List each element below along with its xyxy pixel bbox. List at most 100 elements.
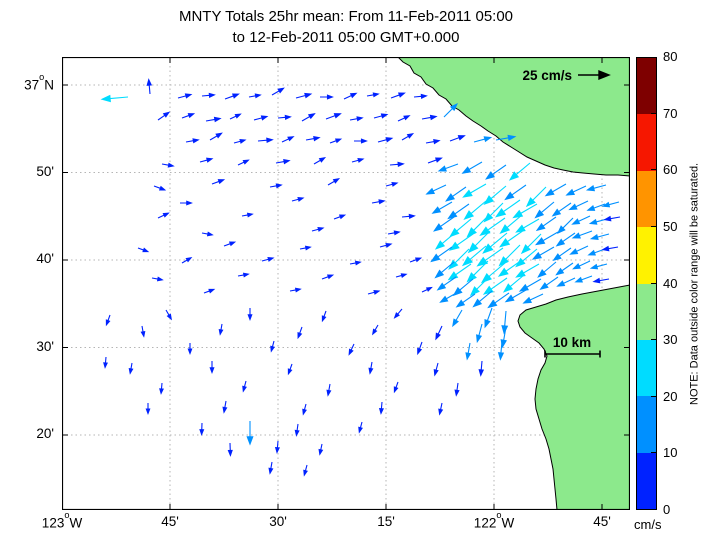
current-vector-arrow: [318, 443, 324, 456]
current-vector-arrow: [461, 245, 487, 267]
y-tick-label: 30': [36, 338, 54, 354]
current-vector-arrow: [224, 93, 240, 100]
distance-scale-label: 10 km: [553, 335, 591, 350]
current-vector-arrow: [313, 157, 327, 165]
current-vector-arrow: [100, 94, 129, 103]
current-vector-arrow: [539, 276, 559, 291]
current-vector-arrow: [270, 340, 275, 353]
x-tick-label: 45': [161, 514, 179, 529]
current-vector-arrow: [454, 382, 460, 397]
current-vector-arrow: [187, 343, 193, 355]
current-vector-arrow: [242, 380, 247, 393]
current-vector-arrow: [495, 134, 517, 142]
current-vector-arrow: [393, 381, 399, 394]
current-vector-arrow: [367, 289, 381, 295]
colorbar-tick-label: 40: [663, 275, 678, 291]
current-vector-arrow: [485, 164, 507, 180]
current-vector-arrow: [377, 137, 394, 143]
current-vector-arrow: [294, 423, 300, 437]
current-vector-arrow: [434, 231, 457, 250]
current-vector-arrow: [354, 138, 368, 144]
current-vector-arrow: [247, 308, 253, 321]
current-vector-arrow: [478, 360, 485, 377]
chart-title: MNTY Totals 25hr mean: From 11-Feb-2011 …: [62, 6, 630, 48]
colorbar-tick-label: 70: [663, 105, 678, 121]
colorbar-tick-mark: [651, 282, 656, 284]
current-vector-arrow: [433, 362, 439, 377]
x-tick-label: 45': [593, 514, 611, 529]
current-vector-arrow: [518, 278, 542, 292]
current-vector-arrow: [246, 421, 254, 446]
current-vector-arrow: [209, 132, 223, 141]
current-vector-arrow: [291, 196, 305, 202]
current-vector-arrow: [128, 362, 134, 375]
colorbar-band: [637, 283, 656, 340]
current-vector-arrow: [348, 343, 355, 356]
current-vector-arrow: [473, 136, 493, 143]
current-vector-arrow: [157, 212, 170, 219]
current-vector-arrow: [476, 323, 483, 344]
current-vector-arrow: [305, 136, 321, 142]
colorbar-units-label: cm/s: [634, 517, 662, 532]
current-vector-arrow: [201, 231, 214, 237]
current-vector-arrow: [248, 93, 262, 99]
current-vector-arrow: [482, 277, 508, 295]
current-vector-arrow: [522, 293, 544, 304]
current-vector-arrow: [297, 326, 303, 340]
current-vector-arrow: [301, 113, 316, 122]
current-vector-arrow: [145, 403, 151, 415]
current-vector-arrow: [413, 93, 428, 100]
current-vector-arrow: [237, 272, 250, 278]
current-vector-arrow: [434, 261, 455, 279]
current-vector-arrow: [552, 247, 572, 262]
current-vector-arrow: [504, 184, 527, 201]
current-vector-arrow: [397, 115, 411, 122]
colorbar-tick-label: 80: [663, 49, 678, 64]
current-vector-arrow: [469, 275, 491, 297]
colorbar-tick-label: 0: [663, 502, 671, 517]
current-vector-arrow: [497, 259, 523, 277]
current-vector-arrow: [165, 309, 172, 321]
current-vector-arrow: [368, 361, 374, 375]
current-vector-arrow: [209, 361, 215, 374]
current-vector-arrow: [326, 383, 332, 397]
current-vector-arrow: [512, 203, 538, 219]
current-vector-arrow: [151, 276, 164, 282]
current-vector-arrow: [159, 382, 164, 395]
current-vector-arrow: [495, 199, 521, 218]
current-vector-arrow: [103, 356, 108, 369]
current-vector-arrow: [455, 293, 476, 308]
current-vector-arrow: [572, 260, 591, 270]
land-polygon: [517, 284, 630, 510]
colorbar-tick-label: 50: [663, 218, 678, 234]
current-vector-arrow: [417, 341, 423, 356]
colorbar-band: [637, 396, 656, 453]
current-vector-arrow: [508, 162, 531, 181]
colorbar-band: [637, 114, 656, 171]
current-vector-arrow: [241, 212, 254, 218]
current-vector-arrow: [157, 111, 171, 121]
current-vector-arrow: [534, 201, 555, 219]
current-vector-arrow: [431, 201, 453, 214]
current-vector-arrow: [421, 114, 438, 121]
current-vector-arrow: [421, 286, 433, 293]
colorbar-note: NOTE: Data outside color range will be s…: [688, 162, 701, 405]
current-vector-arrow: [520, 233, 542, 255]
current-vector-arrow: [465, 342, 472, 361]
y-tick-label: 20': [36, 426, 54, 441]
colorbar-band: [637, 452, 656, 509]
current-vector-arrow: [351, 157, 365, 163]
x-tick-label: 122oW: [473, 509, 515, 531]
current-vector-arrow: [395, 273, 408, 278]
current-vector-arrow: [268, 461, 274, 475]
current-vector-arrow: [436, 276, 457, 291]
colorbar-tick-label: 60: [663, 162, 678, 178]
current-vector-arrow: [274, 440, 280, 454]
current-vector-arrow: [472, 290, 493, 308]
current-vector-arrow: [537, 261, 557, 278]
current-vector-arrow: [425, 184, 447, 195]
current-vector-arrow: [303, 464, 308, 477]
current-vector-arrow: [277, 114, 292, 121]
x-tick-label: 30': [269, 514, 287, 529]
current-vector-arrow: [281, 136, 295, 143]
